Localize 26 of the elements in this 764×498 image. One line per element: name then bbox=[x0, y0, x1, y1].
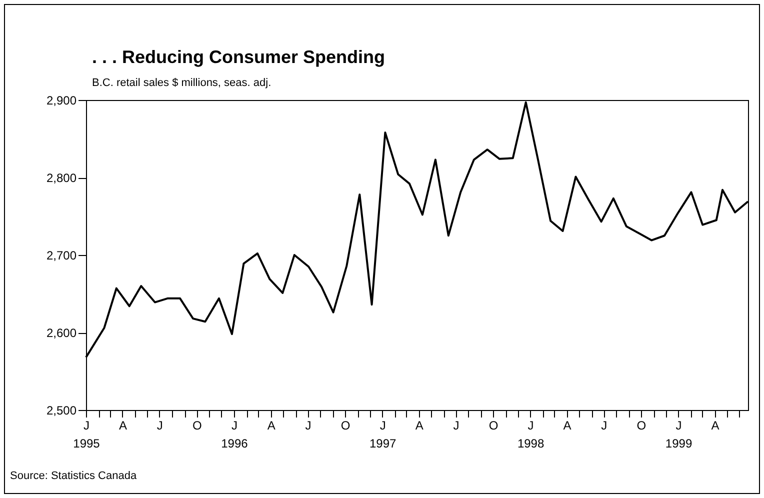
x-tick-label: O bbox=[340, 418, 350, 432]
y-tick-label: 2,800 bbox=[46, 171, 77, 185]
y-tick-label: 2,500 bbox=[46, 404, 77, 418]
x-tick-label: J bbox=[156, 418, 163, 432]
x-tick-label: J 1995 bbox=[73, 418, 100, 450]
x-tick-label: A bbox=[711, 418, 720, 432]
x-tick-label: O bbox=[488, 418, 498, 432]
x-tick-label: A bbox=[563, 418, 572, 432]
x-tick-label: J bbox=[601, 418, 608, 432]
source-note: Source: Statistics Canada bbox=[10, 470, 137, 482]
x-tick-label: A bbox=[267, 418, 276, 432]
x-tick-label: A bbox=[118, 418, 127, 432]
x-tick-label: O bbox=[636, 418, 646, 432]
y-tick-label: 2,700 bbox=[46, 248, 77, 262]
x-tick-label: J 1997 bbox=[369, 418, 397, 450]
x-tick-label: J 1996 bbox=[221, 418, 248, 450]
x-tick-label: J 1999 bbox=[665, 418, 692, 450]
chart-title: . . . Reducing Consumer Spending bbox=[92, 47, 386, 67]
x-tick-label: J 1998 bbox=[517, 418, 544, 450]
x-tick-label: J bbox=[305, 418, 312, 432]
y-tick-label: 2,900 bbox=[46, 94, 77, 108]
x-tick-label: J bbox=[453, 418, 460, 432]
x-tick-label: O bbox=[192, 418, 202, 432]
chart-subtitle: B.C. retail sales $ millions, seas. adj. bbox=[92, 77, 272, 89]
x-tick-label: A bbox=[415, 418, 424, 432]
y-tick-label: 2,600 bbox=[46, 326, 77, 340]
